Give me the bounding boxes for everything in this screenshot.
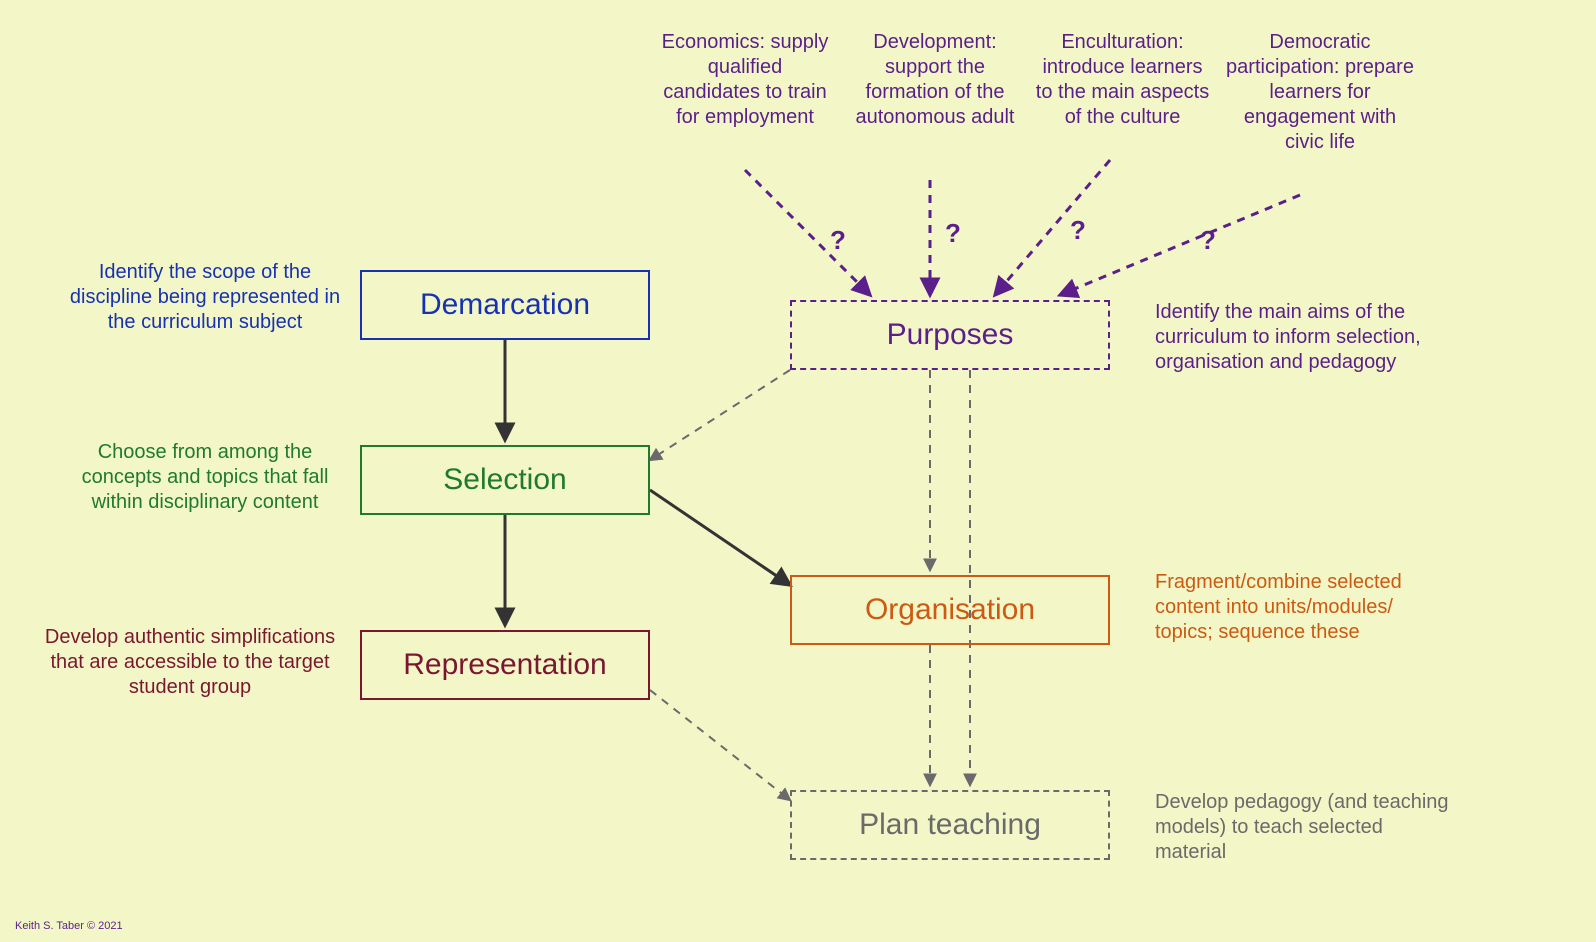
question-mark-1: ? (945, 218, 961, 249)
footer-credit: Keith S. Taber © 2021 (15, 920, 123, 932)
box-purposes: Purposes (790, 300, 1110, 370)
box-label-plan: Plan teaching (859, 808, 1041, 842)
side-label-purposes: Identify the main aims of the curriculum… (1155, 300, 1465, 375)
side-label-demarcation: Identify the scope of the discipline bei… (60, 260, 350, 335)
box-label-demarcation: Demarcation (420, 288, 590, 322)
side-label-representation: Develop authentic simplifications that a… (30, 625, 350, 700)
box-organisation: Organisation (790, 575, 1110, 645)
side-label-selection: Choose from among the concepts and topic… (60, 440, 350, 515)
top-label-3: Democratic participation: prepare learne… (1225, 30, 1415, 155)
question-mark-0: ? (830, 225, 846, 256)
box-label-selection: Selection (443, 463, 566, 497)
top-label-0: Economics: supply qualified candidates t… (660, 30, 830, 130)
top-label-2: Enculturation: introduce learners to the… (1035, 30, 1210, 130)
top-label-1: Development: support the formation of th… (850, 30, 1020, 130)
box-demarcation: Demarcation (360, 270, 650, 340)
arrow-10 (995, 160, 1110, 295)
question-mark-3: ? (1200, 225, 1216, 256)
box-selection: Selection (360, 445, 650, 515)
arrow-8 (745, 170, 870, 295)
arrow-3 (650, 370, 790, 460)
arrow-7 (650, 690, 790, 800)
side-label-plan: Develop pedagogy (and teaching models) t… (1155, 790, 1455, 865)
box-plan: Plan teaching (790, 790, 1110, 860)
side-label-organisation: Fragment/combine selected content into u… (1155, 570, 1455, 645)
box-label-purposes: Purposes (887, 318, 1014, 352)
arrow-2 (650, 490, 790, 585)
box-representation: Representation (360, 630, 650, 700)
box-label-organisation: Organisation (865, 593, 1035, 627)
box-label-representation: Representation (403, 648, 606, 682)
arrow-11 (1060, 195, 1300, 295)
question-mark-2: ? (1070, 215, 1086, 246)
